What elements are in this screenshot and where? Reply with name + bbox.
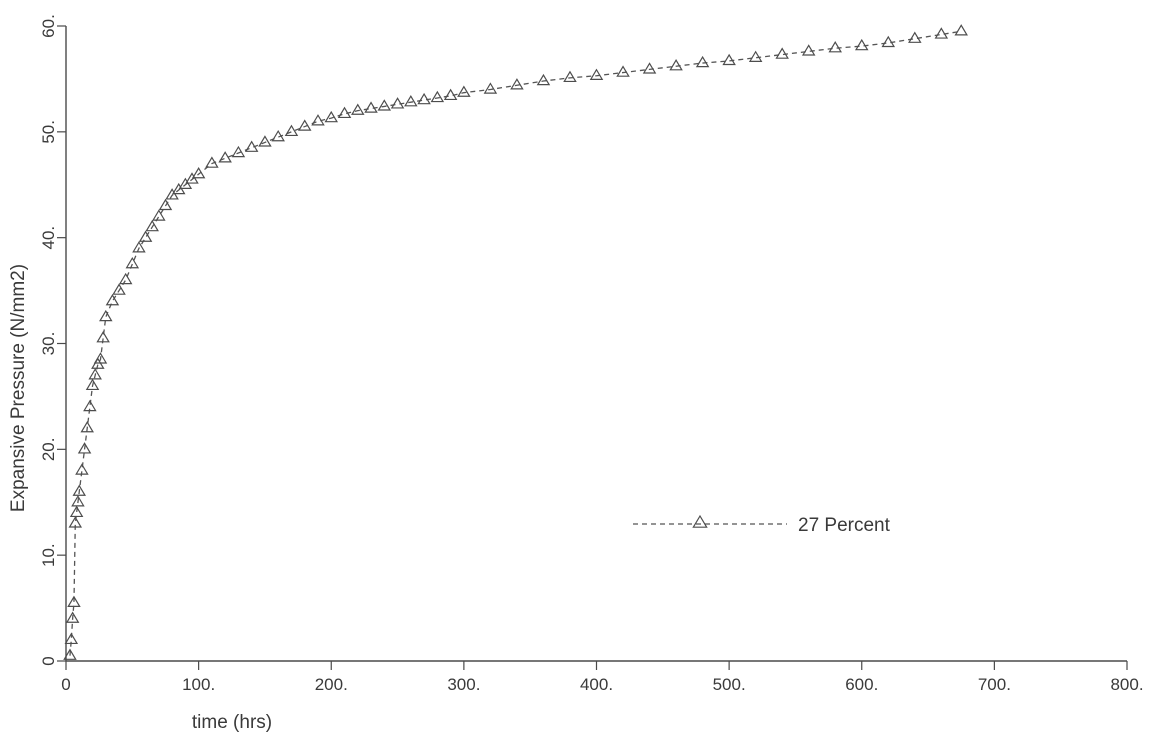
data-point [430,90,445,103]
legend-triangle-marker [692,514,708,528]
data-point [99,309,113,322]
data-point [722,53,736,66]
data-point [93,352,108,364]
data-point [457,85,471,97]
data-point [616,65,630,77]
y-tick-label: 50. [39,120,58,144]
series-layer [63,24,968,660]
x-tick-label: 200. [315,675,348,694]
x-tick-label: 0 [61,675,70,694]
data-point [908,31,922,43]
axes [65,26,1127,662]
data-point [377,99,392,111]
data-point [417,92,431,105]
data-point [205,156,219,168]
data-point [589,68,604,80]
data-point [63,648,77,660]
data-point [118,272,133,285]
x-axis-title: time (hrs) [192,712,272,733]
data-point [132,241,146,253]
data-point [954,24,968,36]
data-point [775,47,789,59]
data-point [68,516,83,528]
data-point [191,166,206,179]
x-tick-label: 100. [182,675,215,694]
data-point [244,140,259,152]
y-tick-label: 40. [39,226,58,250]
y-tick-label: 60. [39,14,58,38]
data-point [748,50,763,62]
data-point [390,97,405,109]
legend-label: 27 Percent [798,515,891,536]
legend: 27 Percent [633,514,891,536]
data-point [510,78,524,90]
data-point [69,505,84,518]
series-line [69,30,962,656]
data-point [258,135,272,147]
y-axis-title: Expansive Pressure (N/mm2) [8,264,29,512]
data-point [881,35,896,48]
y-tick-label: 0 [39,656,58,665]
y-tick-label: 30. [39,332,58,356]
data-point [483,82,498,94]
data-point [563,70,577,83]
data-point [80,420,94,433]
data-point [158,198,173,211]
x-tick-label: 700. [978,675,1011,694]
data-point [85,378,100,391]
data-point [801,44,816,56]
x-tick-label: 400. [580,675,613,694]
data-point [271,129,285,142]
data-point [77,442,92,454]
y-tick-label: 20. [39,438,58,462]
data-point [218,151,232,163]
data-point [337,106,352,119]
data-point [364,101,378,113]
data-point [145,219,159,232]
y-ticks: 0 10. 20. 30. 40. 50. 60. [39,14,66,666]
x-ticks: 0 100. 200. 300. 400. 500. 600. 700. 800. [61,661,1144,694]
data-point [65,611,80,623]
data-point [297,119,312,131]
data-point [311,114,325,126]
data-point [231,145,246,158]
data-point [828,41,842,53]
x-tick-label: 300. [447,675,480,694]
data-point [83,399,97,412]
data-point [695,55,710,68]
y-tick-label: 10. [39,543,58,567]
axis-frame [65,26,1127,662]
data-point [443,88,458,101]
data-point [67,595,81,607]
data-point [854,38,869,51]
data-point [152,209,166,221]
data-point [88,368,102,380]
data-point [404,95,418,107]
data-point [284,124,299,137]
data-point [669,59,683,71]
data-point [72,484,87,496]
data-point [105,293,120,306]
data-point [642,62,657,74]
data-point [324,110,339,123]
x-tick-label: 500. [713,675,746,694]
data-point [75,463,89,475]
data-point [71,495,85,507]
x-tick-label: 800. [1110,675,1143,694]
data-point [64,632,79,645]
data-point [112,283,126,295]
data-point [96,331,110,343]
data-point [536,73,551,86]
data-point [125,256,140,269]
data-point [138,230,153,242]
data-point [934,27,949,39]
x-tick-label: 600. [845,675,878,694]
data-point [351,103,365,115]
